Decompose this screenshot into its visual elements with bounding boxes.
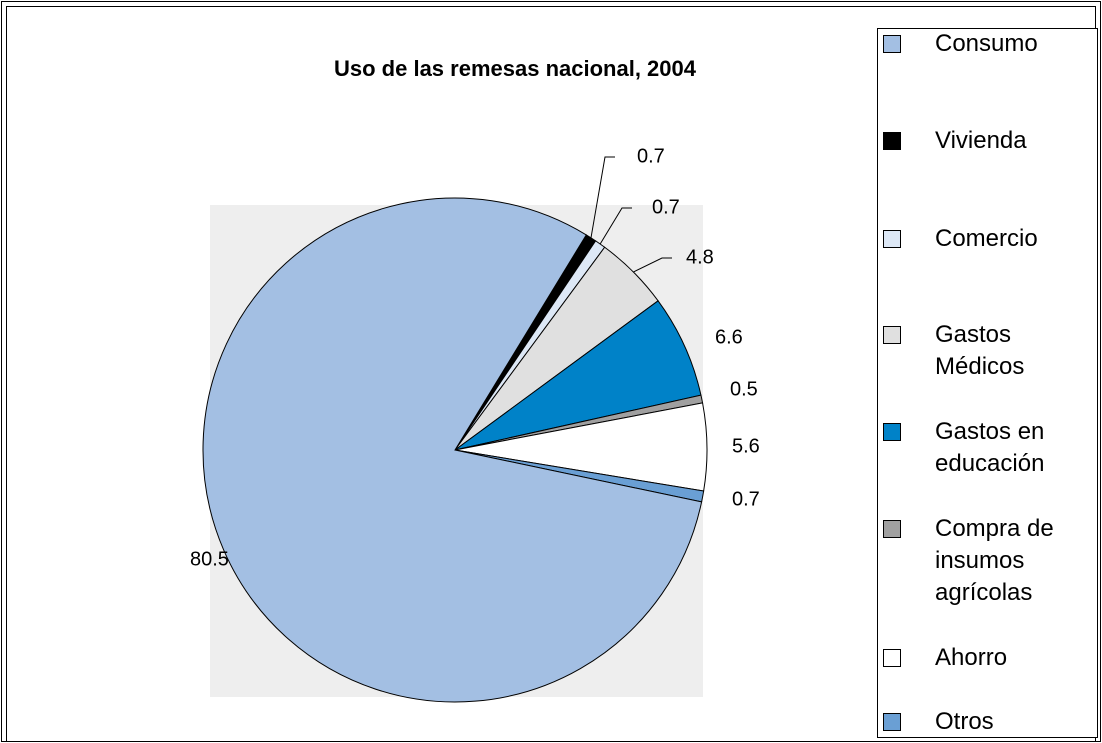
legend-label: Gastos Médicos — [935, 321, 1025, 380]
pie-slice — [202, 197, 703, 703]
leader-line — [590, 156, 615, 238]
data-label: 0.7 — [637, 145, 665, 167]
legend-swatch — [883, 326, 901, 344]
data-label: 0.7 — [652, 196, 680, 218]
legend-swatch — [883, 423, 901, 441]
data-label: 0.5 — [730, 378, 758, 400]
data-label: 0.7 — [732, 488, 760, 510]
legend-label: Gastos en educación — [935, 418, 1045, 477]
legend-swatch — [883, 132, 901, 150]
legend-label: Consumo — [935, 30, 1038, 57]
leader-line — [633, 257, 672, 273]
legend-swatch — [883, 520, 901, 538]
legend-box — [877, 28, 1098, 738]
legend-label: Compra de insumos agrícolas — [935, 515, 1054, 606]
data-label: 6.6 — [715, 326, 743, 348]
leader-line — [599, 207, 632, 245]
data-label: 5.6 — [732, 435, 760, 457]
legend-swatch — [883, 649, 901, 667]
legend-label: Ahorro — [935, 644, 1008, 671]
legend-swatch — [883, 713, 901, 731]
legend-swatch — [883, 230, 901, 248]
legend-label: Otros — [935, 708, 994, 735]
data-label: 80.5 — [190, 548, 229, 570]
chart-title: Uso de las remesas nacional, 2004 — [334, 56, 697, 81]
legend-label: Vivienda — [935, 127, 1027, 154]
data-label: 4.8 — [686, 246, 714, 268]
legend-label: Comercio — [935, 225, 1038, 252]
legend-swatch — [883, 35, 901, 53]
